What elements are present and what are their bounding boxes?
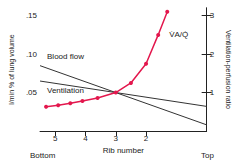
svg-text:5: 5 — [53, 134, 58, 143]
svg-text:3: 3 — [210, 11, 215, 20]
svg-text:V̇A/Q̇: V̇A/Q̇ — [169, 30, 188, 39]
svg-text:Ventilation: Ventilation — [47, 86, 84, 95]
svg-text:2: 2 — [144, 134, 149, 143]
svg-text:Ventilation-perfusion ratio: Ventilation-perfusion ratio — [224, 30, 232, 109]
svg-text:Rib number: Rib number — [103, 146, 145, 155]
svg-text:.15: .15 — [26, 11, 38, 20]
svg-text:Blood flow: Blood flow — [47, 52, 84, 61]
svg-text:4: 4 — [83, 134, 88, 143]
svg-text:1: 1 — [210, 88, 215, 97]
svg-text:Top: Top — [201, 151, 214, 160]
svg-text:2: 2 — [210, 50, 215, 59]
svg-text:3: 3 — [114, 134, 119, 143]
svg-text:Bottom: Bottom — [30, 151, 56, 160]
svg-text:.05: .05 — [26, 88, 38, 97]
svg-text:.10: .10 — [26, 50, 38, 59]
svg-text:l/min % of lung volume: l/min % of lung volume — [8, 34, 16, 105]
